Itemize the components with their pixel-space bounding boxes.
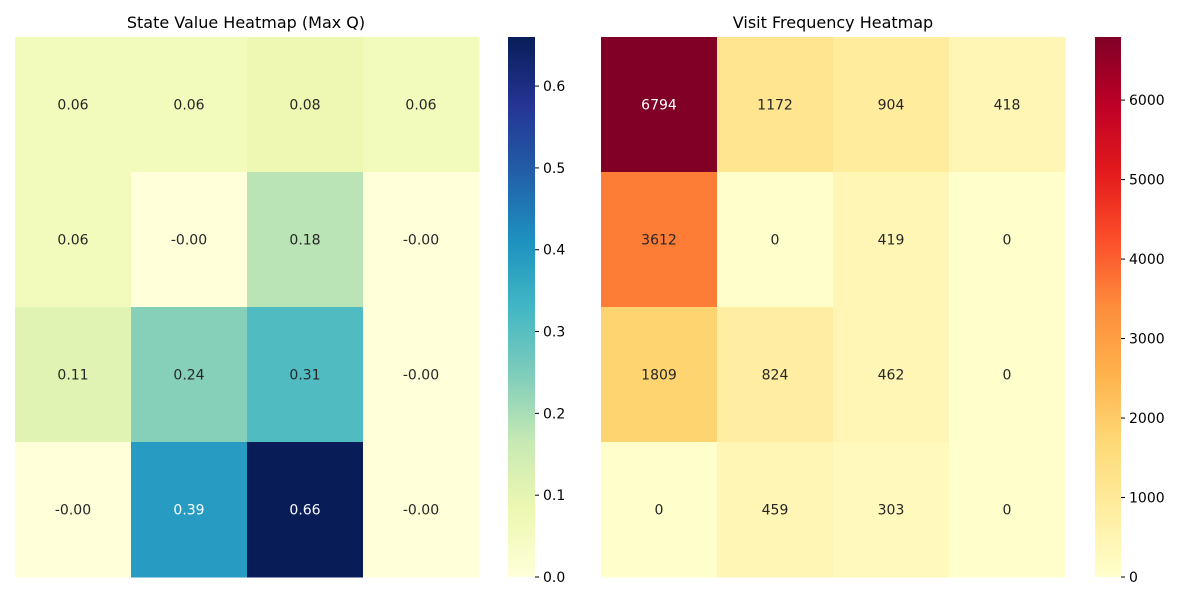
state-value-cell	[363, 442, 480, 578]
state-value-cell-label: 0.66	[289, 503, 320, 519]
visit-frequency-cell-label: 1809	[641, 368, 677, 384]
visit-frequency-colorbar-tick-label: 5000	[1129, 173, 1165, 189]
state-value-cell	[131, 307, 248, 443]
visit-frequency-cell	[833, 442, 950, 578]
state-value-colorbar-tick-label: 0.4	[543, 243, 565, 259]
visit-frequency-cell-label: 459	[762, 503, 789, 519]
state-value-cell	[363, 37, 480, 173]
visit-frequency-cell	[717, 37, 834, 173]
state-value-cell-label: -0.00	[171, 233, 207, 249]
visit-frequency-colorbar-tick-label: 0	[1129, 570, 1138, 586]
visit-frequency-cell-label: 0	[1003, 233, 1012, 249]
state-value-cell-label: -0.00	[403, 503, 439, 519]
visit-frequency-colorbar-gradient	[1095, 37, 1121, 577]
state-value-colorbar-tick-label: 0.2	[543, 406, 565, 422]
visit-frequency-cell	[717, 172, 834, 308]
state-value-cell-label: 0.24	[173, 368, 204, 384]
visit-frequency-colorbar: 0 1000 2000 3000 4000 5000 6000	[1095, 37, 1165, 586]
visit-frequency-cell	[833, 172, 950, 308]
state-value-cell	[131, 442, 248, 578]
state-value-cell-label: 0.06	[57, 98, 88, 114]
visit-frequency-cell	[601, 37, 718, 173]
visit-frequency-colorbar-tick-label: 4000	[1129, 252, 1165, 268]
visit-frequency-cell-label: 1172	[757, 98, 793, 114]
visit-frequency-cell	[949, 442, 1066, 578]
state-value-colorbar-tick-label: 0.1	[543, 488, 565, 504]
visit-frequency-colorbar-tick-label: 3000	[1129, 332, 1165, 348]
visit-frequency-cell	[833, 307, 950, 443]
state-value-cell-label: -0.00	[403, 368, 439, 384]
visit-frequency-cell	[949, 37, 1066, 173]
visit-frequency-cell-label: 303	[878, 503, 905, 519]
visit-frequency-cell	[833, 37, 950, 173]
state-value-cell-label: 0.11	[57, 368, 88, 384]
visit-frequency-cell-label: 904	[878, 98, 905, 114]
state-value-cell	[363, 172, 480, 308]
visit-frequency-colorbar-tick-label: 6000	[1129, 93, 1165, 109]
visit-frequency-cell-label: 0	[1003, 503, 1012, 519]
state-value-cell-label: 0.31	[289, 368, 320, 384]
visit-frequency-colorbar-tick-label: 1000	[1129, 491, 1165, 507]
visit-frequency-heatmap-panel: Visit Frequency Heatmap 6794 1172 904 418 36…	[601, 13, 1165, 586]
visit-frequency-cell	[601, 442, 718, 578]
state-value-cell	[247, 172, 364, 308]
state-value-cell-label: 0.39	[173, 503, 204, 519]
visit-frequency-cell-label: 462	[878, 368, 905, 384]
state-value-heatmap-cells: 0.06 0.06 0.08 0.06 0.06 -0.00 0.18 -0.00 0.11 0.…	[15, 37, 480, 578]
state-value-colorbar-gradient	[508, 37, 535, 577]
visit-frequency-cell-label: 418	[994, 98, 1021, 114]
visit-frequency-colorbar-tick-label: 2000	[1129, 411, 1165, 427]
state-value-cell-label: 0.06	[173, 98, 204, 114]
state-value-cell-label: 0.08	[289, 98, 320, 114]
state-value-colorbar: 0.0 0.1 0.2 0.3 0.4 0.5 0.6	[508, 37, 565, 586]
visit-frequency-cell	[717, 442, 834, 578]
state-value-colorbar-tick-label: 0.3	[543, 325, 565, 341]
visit-frequency-cell	[717, 307, 834, 443]
visit-frequency-cell-label: 3612	[641, 233, 677, 249]
visit-frequency-cell	[601, 172, 718, 308]
visit-frequency-cell-label: 0	[771, 233, 780, 249]
state-value-cell-label: 0.06	[405, 98, 436, 114]
visit-frequency-cell-label: 6794	[641, 98, 677, 114]
visit-frequency-cell-label: 0	[1003, 368, 1012, 384]
state-value-cell-label: 0.18	[289, 233, 320, 249]
state-value-cell	[247, 442, 364, 578]
state-value-heatmap-panel: State Value Heatmap (Max Q) 0.06 0.06 0.08…	[15, 13, 565, 586]
visit-frequency-cell-label: 0	[655, 503, 664, 519]
visit-frequency-heatmap-title: Visit Frequency Heatmap	[733, 13, 933, 32]
state-value-cell-label: -0.00	[55, 503, 91, 519]
visit-frequency-heatmap-cells: 6794 1172 904 418 3612 0 419 0 1809 824 462 0 0 459 30…	[601, 37, 1066, 578]
visit-frequency-cell	[949, 172, 1066, 308]
state-value-cell	[247, 307, 364, 443]
state-value-colorbar-tick-label: 0.0	[543, 570, 565, 586]
visit-frequency-cell-label: 824	[762, 368, 789, 384]
state-value-cell	[247, 37, 364, 173]
state-value-cell	[131, 37, 248, 173]
state-value-cell	[15, 307, 132, 443]
state-value-cell	[15, 37, 132, 173]
visit-frequency-cell	[949, 307, 1066, 443]
state-value-cell-label: 0.06	[57, 233, 88, 249]
state-value-cell-label: -0.00	[403, 233, 439, 249]
state-value-colorbar-tick-label: 0.6	[543, 79, 565, 95]
state-value-cell	[131, 172, 248, 308]
state-value-colorbar-tick-label: 0.5	[543, 161, 565, 177]
visit-frequency-cell-label: 419	[878, 233, 905, 249]
state-value-cell	[15, 442, 132, 578]
state-value-heatmap-title: State Value Heatmap (Max Q)	[127, 13, 365, 32]
visit-frequency-cell	[601, 307, 718, 443]
state-value-cell	[363, 307, 480, 443]
state-value-cell	[15, 172, 132, 308]
